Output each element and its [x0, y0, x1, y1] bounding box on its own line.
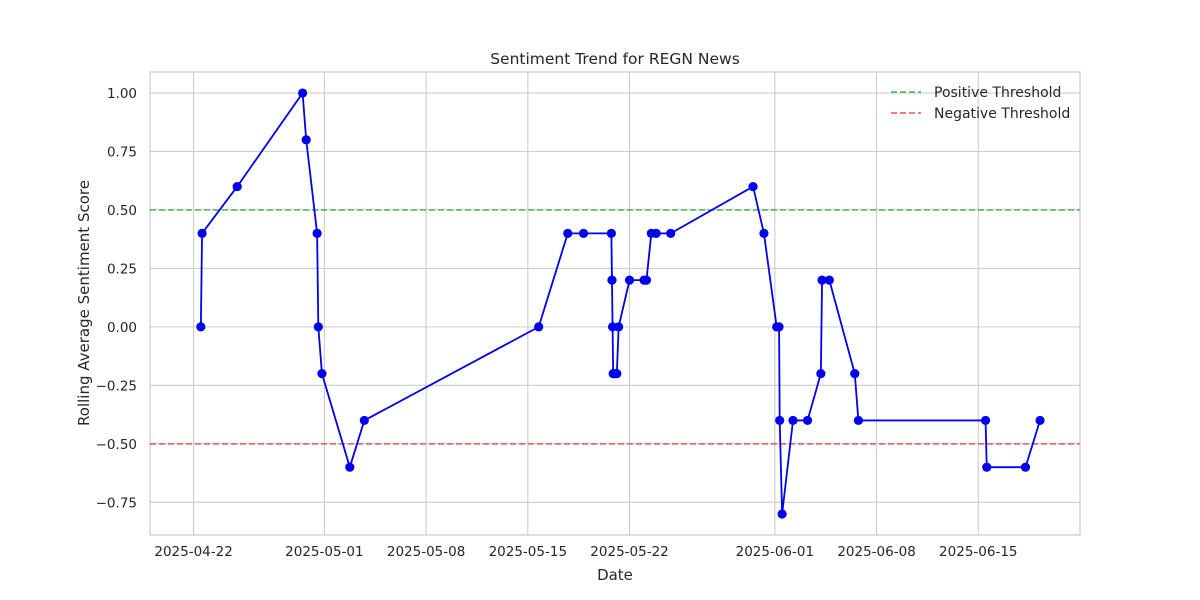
y-tick-label: 0.00 — [107, 320, 137, 336]
data-point — [641, 275, 652, 285]
data-point — [775, 415, 785, 426]
data-point — [297, 88, 308, 98]
data-point — [980, 415, 991, 426]
data-point — [817, 275, 827, 285]
data-point — [301, 135, 311, 145]
data-point — [312, 228, 322, 238]
plot-frame — [149, 71, 1081, 536]
data-point — [816, 369, 826, 379]
data-point — [313, 322, 323, 332]
data-point — [197, 228, 207, 238]
x-tick-label: 2025-06-01 — [736, 544, 814, 560]
data-point — [534, 322, 544, 332]
x-tick-label: 2025-05-22 — [590, 544, 668, 560]
x-tick-label: 2025-05-08 — [387, 544, 465, 560]
data-point — [774, 322, 784, 332]
x-axis-title: Date — [597, 566, 633, 584]
y-axis-title: Rolling Average Sentiment Score — [75, 180, 93, 426]
legend-label: Positive Threshold — [934, 85, 1061, 101]
data-point — [624, 275, 635, 285]
y-tick-label: 1.00 — [107, 86, 137, 102]
data-point — [850, 369, 860, 379]
data-point — [666, 228, 676, 238]
y-tick-label: −0.50 — [96, 437, 137, 453]
data-point — [982, 462, 992, 472]
data-point — [345, 462, 355, 472]
data-point — [853, 415, 863, 426]
data-point — [317, 369, 327, 379]
data-point — [777, 509, 787, 519]
data-point — [824, 275, 834, 285]
data-point — [612, 369, 622, 379]
x-tick-label: 2025-05-15 — [489, 544, 567, 560]
x-tick-label: 2025-06-08 — [837, 544, 915, 560]
legend: Positive Threshold Negative Threshold — [891, 85, 1070, 122]
data-point — [1035, 415, 1045, 426]
data-point — [196, 322, 206, 332]
data-point — [359, 415, 369, 426]
data-point — [606, 228, 616, 238]
y-tick-label: −0.25 — [96, 378, 137, 394]
y-tick-label: −0.75 — [96, 495, 137, 511]
y-tick-label: 0.75 — [107, 145, 137, 161]
data-point — [563, 228, 573, 238]
x-tick-label: 2025-05-01 — [285, 544, 363, 560]
chart-title: Sentiment Trend for REGN News — [490, 50, 740, 68]
data-point — [578, 228, 589, 238]
series-line — [199, 92, 1041, 515]
y-tick-label: 0.50 — [107, 203, 137, 219]
data-point — [748, 181, 758, 192]
data-point — [788, 415, 798, 426]
data-point — [651, 228, 661, 238]
grid-lines — [150, 72, 1080, 535]
y-tick-label: 0.25 — [107, 261, 137, 277]
data-point — [232, 181, 242, 192]
x-tick-label: 2025-04-22 — [154, 544, 232, 560]
data-point — [1020, 462, 1031, 472]
data-point — [607, 275, 617, 285]
legend-label: Negative Threshold — [934, 106, 1070, 122]
data-point — [614, 322, 624, 332]
data-point — [759, 228, 769, 238]
x-tick-label: 2025-06-15 — [939, 544, 1017, 560]
data-point — [802, 415, 813, 426]
